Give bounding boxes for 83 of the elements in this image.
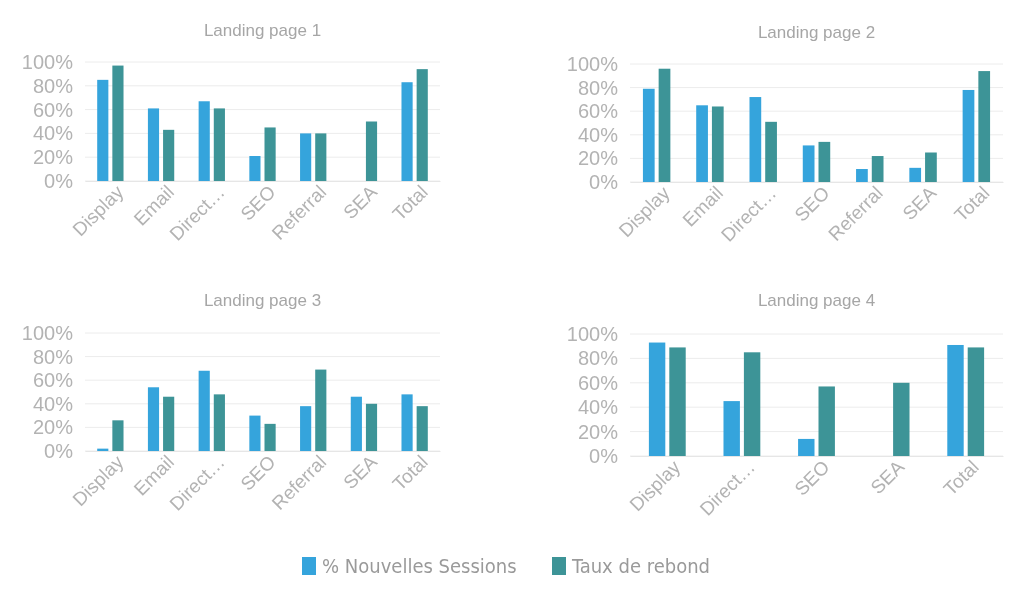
bar xyxy=(249,156,261,181)
y-tick-label: 20% xyxy=(32,416,74,439)
bar xyxy=(315,369,327,451)
bar xyxy=(416,69,428,181)
y-tick-label: 80% xyxy=(32,345,74,368)
bar xyxy=(112,420,124,451)
bar xyxy=(818,386,835,456)
y-tick-label: 100% xyxy=(21,50,74,73)
chart-title: Landing page 2 xyxy=(757,23,876,42)
bar xyxy=(198,101,210,181)
bar xyxy=(893,382,910,456)
y-tick-label: 0% xyxy=(44,439,74,462)
bar xyxy=(909,167,922,182)
y-tick-label: 20% xyxy=(577,147,619,170)
bar xyxy=(401,82,413,181)
bar xyxy=(163,396,175,451)
y-tick-label: 0% xyxy=(44,169,74,192)
y-tick-label: 100% xyxy=(566,52,619,75)
y-tick-label: 20% xyxy=(32,146,74,169)
y-tick-label: 40% xyxy=(32,392,74,415)
bar xyxy=(947,344,964,456)
y-tick-label: 80% xyxy=(577,347,619,370)
bar xyxy=(765,121,777,182)
x-tick-label: SEA xyxy=(898,182,941,224)
bar xyxy=(743,352,761,456)
bar xyxy=(798,438,815,456)
y-tick-label: 100% xyxy=(566,322,619,345)
bar xyxy=(264,127,276,181)
legend-label: Taux de rebond xyxy=(571,554,710,578)
bar xyxy=(97,79,109,181)
bar xyxy=(416,406,428,451)
chart-title: Landing page 4 xyxy=(757,291,876,310)
bar xyxy=(198,370,210,451)
y-tick-label: 100% xyxy=(21,321,74,344)
bar xyxy=(264,423,276,451)
chart-title: Landing page 3 xyxy=(203,291,322,310)
bar xyxy=(401,394,413,451)
bar xyxy=(723,401,740,456)
bar xyxy=(669,347,686,456)
bar xyxy=(213,394,225,451)
y-tick-label: 60% xyxy=(577,371,619,394)
bar xyxy=(749,97,762,182)
bar xyxy=(962,89,975,182)
y-tick-label: 60% xyxy=(32,369,74,392)
bar xyxy=(802,145,815,182)
bar xyxy=(300,406,312,451)
y-tick-label: 0% xyxy=(589,444,619,467)
y-tick-label: 80% xyxy=(32,74,74,97)
y-tick-label: 40% xyxy=(577,396,619,419)
chart-title: Landing page 1 xyxy=(203,21,322,40)
bar xyxy=(163,129,175,181)
bar xyxy=(365,403,378,451)
y-tick-label: 40% xyxy=(32,122,74,145)
y-tick-label: 60% xyxy=(577,100,619,123)
bar xyxy=(696,105,708,182)
bar xyxy=(711,106,724,182)
bar xyxy=(642,88,655,182)
bar xyxy=(112,65,124,181)
bar xyxy=(658,68,671,182)
bar xyxy=(350,396,362,451)
bar xyxy=(147,387,160,451)
bar xyxy=(300,133,312,181)
y-tick-label: 20% xyxy=(577,420,619,443)
bar xyxy=(818,141,831,182)
bar xyxy=(925,152,937,182)
bar xyxy=(249,415,261,451)
x-tick-label: SEA xyxy=(866,456,909,498)
bar xyxy=(315,133,327,181)
bar xyxy=(213,108,225,181)
bar xyxy=(147,108,160,181)
bar xyxy=(871,156,884,182)
bar xyxy=(856,169,868,182)
y-tick-label: 40% xyxy=(577,123,619,146)
y-tick-label: 60% xyxy=(32,98,74,121)
x-tick-label: SEA xyxy=(339,451,382,493)
bar xyxy=(365,121,378,181)
bar xyxy=(648,342,666,456)
legend-label: % Nouvelles Sessions xyxy=(322,554,517,578)
y-tick-label: 0% xyxy=(589,170,619,193)
x-tick-label: SEA xyxy=(339,181,382,223)
bar xyxy=(967,347,985,456)
bar xyxy=(978,71,991,182)
y-tick-label: 80% xyxy=(577,76,619,99)
